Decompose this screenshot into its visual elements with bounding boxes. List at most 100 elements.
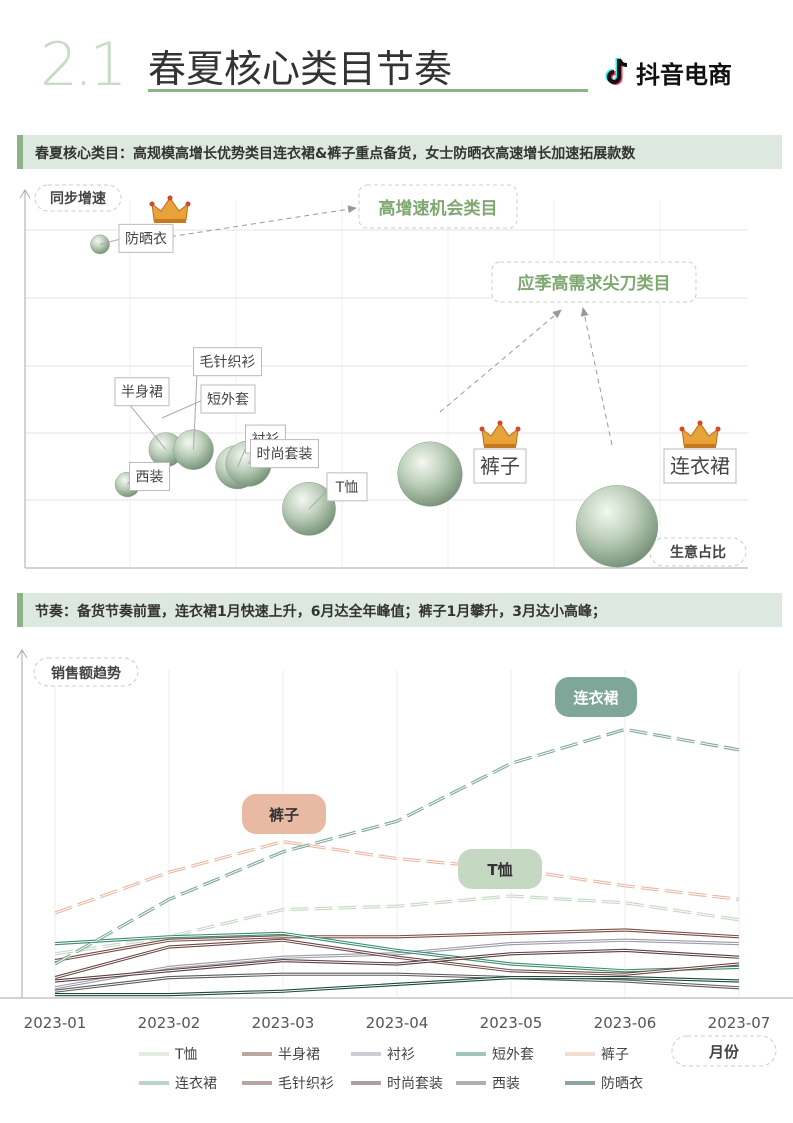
series-line-highlight-毛针织衫 — [54, 939, 740, 979]
x-tick-label: 2023-02 — [138, 1014, 201, 1032]
arrow-dress-to-seasonal — [580, 307, 613, 446]
bubble-label-裤子: 裤子 — [480, 454, 520, 478]
arrow-to-high-growth — [161, 205, 357, 239]
line-ylabel-pill — [33, 657, 139, 687]
series-line-T恤 — [54, 894, 740, 956]
section-number: 2.1 — [40, 30, 127, 100]
title-underline — [148, 89, 588, 92]
x-tick-label: 2023-05 — [480, 1014, 543, 1032]
bubble-leader-短外套 — [161, 398, 206, 419]
series-line-highlight-防晒衣 — [55, 977, 740, 996]
callout-seasonal — [491, 261, 697, 303]
callout-high-growth — [358, 184, 518, 229]
x-tick-label: 2023-01 — [24, 1014, 87, 1032]
bubble-label-box-西装 — [129, 461, 170, 491]
legend-label-连衣裙: 连衣裙 — [175, 1076, 217, 1092]
series-line-西装 — [54, 972, 740, 993]
x-tick-label: 2023-03 — [252, 1014, 315, 1032]
arrow-pants-to-seasonal — [439, 309, 562, 413]
series-line-highlight-半身裙 — [54, 929, 740, 962]
bubble-grid — [25, 200, 748, 568]
crown-icon — [149, 195, 191, 223]
section-banner-2: 节奏：备货节奏前置，连衣裙1月快速上升，6月达全年峰值；裤子1月攀升，3月达小高… — [17, 593, 782, 627]
bubble-label-短外套: 短外套 — [207, 392, 249, 408]
series-line-highlight-T恤 — [54, 895, 740, 955]
bubble-label-衬衫: 衬衫 — [252, 432, 280, 448]
legend-label-短外套: 短外套 — [492, 1047, 534, 1063]
series-line-highlight-时尚套装 — [54, 949, 740, 982]
series-line-连衣裙 — [54, 727, 740, 966]
bubble-label-box-毛针织衫 — [193, 347, 262, 377]
bubble-label-box-时尚套装 — [250, 439, 319, 469]
callout-seasonal-text: 应季高需求尖刀类目 — [518, 273, 671, 294]
bubble-连衣裙 — [575, 485, 659, 568]
x-tick-label: 2023-04 — [366, 1014, 429, 1032]
x-tick-labels: 2023-01 2023-02 2023-03 2023-04 2023-05 2023-… — [24, 1014, 771, 1032]
banner-2-text: 节奏：备货节奏前置，连衣裙1月快速上升，6月达全年峰值；裤子1月攀升，3月达小高… — [35, 604, 606, 620]
banner-1-text: 春夏核心类目：高规模高增长优势类目连衣裙&裤子重点备货，女士防晒衣高速增长加速拓… — [35, 146, 636, 162]
bubble-leader-T恤 — [308, 486, 332, 510]
series-line-毛针织衫 — [54, 938, 740, 980]
bubble-label-box-连衣裙 — [663, 448, 737, 484]
y-axis-arrow — [19, 189, 31, 199]
annotation-T恤: T恤 — [487, 861, 512, 879]
legend-label-T恤: T恤 — [174, 1047, 198, 1063]
bubble-半身裙 — [148, 432, 184, 468]
bubble-T恤 — [282, 481, 336, 536]
bubble-毛针织衫 — [173, 429, 214, 470]
page-title: 春夏核心类目节奏 — [148, 47, 453, 91]
bubble-leader-防晒衣 — [99, 237, 124, 245]
brand-logo: 抖音电商 — [604, 56, 732, 89]
annotation-pill-连衣裙 — [555, 677, 637, 717]
line-series — [54, 727, 740, 997]
legend-label-毛针织衫: 毛针织衫 — [278, 1076, 334, 1092]
bubble-衬衫 — [215, 444, 260, 490]
legend-label-西装: 西装 — [492, 1076, 520, 1092]
tiktok-icon — [605, 58, 628, 85]
line-xlabel: 月份 — [708, 1043, 740, 1061]
series-line-highlight-短外套 — [54, 932, 740, 972]
bubble-label-时尚套装: 时尚套装 — [257, 447, 313, 463]
bubble-label-box-T恤 — [326, 472, 368, 502]
bubble-leader-半身裙 — [118, 391, 167, 450]
bubble-label-半身裙: 半身裙 — [121, 385, 163, 401]
bubble-label-box-短外套 — [200, 384, 256, 414]
bubble-时尚套装 — [225, 440, 272, 487]
line-y-axis-arrow — [16, 649, 28, 659]
bubble-leader-西装 — [127, 476, 134, 485]
bubble-裤子 — [397, 441, 463, 507]
series-line-highlight-西装 — [54, 973, 740, 992]
bubble-label-防晒衣: 防晒衣 — [125, 231, 167, 247]
bubble-leader-衬衫 — [237, 438, 250, 468]
xlabel-pill — [649, 537, 747, 567]
bubble-label-西装: 西装 — [136, 470, 164, 486]
legend-label-衬衫: 衬衫 — [387, 1047, 415, 1063]
legend-label-半身裙: 半身裙 — [278, 1047, 320, 1063]
series-line-衬衫 — [54, 938, 740, 990]
bubble-xlabel: 生意占比 — [670, 544, 726, 561]
bubble-防晒衣 — [90, 234, 110, 255]
bubble-leader-毛针织衫 — [193, 361, 198, 450]
crown-icon — [679, 420, 721, 448]
brand-name: 抖音电商 — [636, 60, 732, 89]
bubble-leader-时尚套装 — [248, 453, 255, 464]
section-banner-1: 春夏核心类目：高规模高增长优势类目连衣裙&裤子重点备货，女士防晒衣高速增长加速拓… — [17, 135, 782, 169]
x-tick-label: 2023-07 — [708, 1014, 771, 1032]
bubble-label-box-半身裙 — [114, 377, 170, 407]
series-line-短外套 — [54, 931, 740, 973]
bubble-label-T恤: T恤 — [335, 480, 359, 496]
line-xlabel-pill — [671, 1035, 777, 1067]
bubble-label-box-裤子 — [473, 448, 527, 484]
callout-high-growth-text: 高增速机会类目 — [379, 198, 498, 219]
series-line-highlight-裤子 — [54, 841, 740, 914]
annotation-裤子: 裤子 — [269, 806, 299, 824]
legend-label-时尚套装: 时尚套装 — [387, 1076, 443, 1092]
crown-icon — [479, 420, 521, 448]
series-line-半身裙 — [54, 928, 740, 963]
bubble-label-box-防晒衣 — [118, 223, 174, 253]
bubble-label-毛针织衫: 毛针织衫 — [200, 355, 256, 371]
line-grid — [54, 670, 740, 998]
annotation-连衣裙: 连衣裙 — [573, 689, 618, 707]
